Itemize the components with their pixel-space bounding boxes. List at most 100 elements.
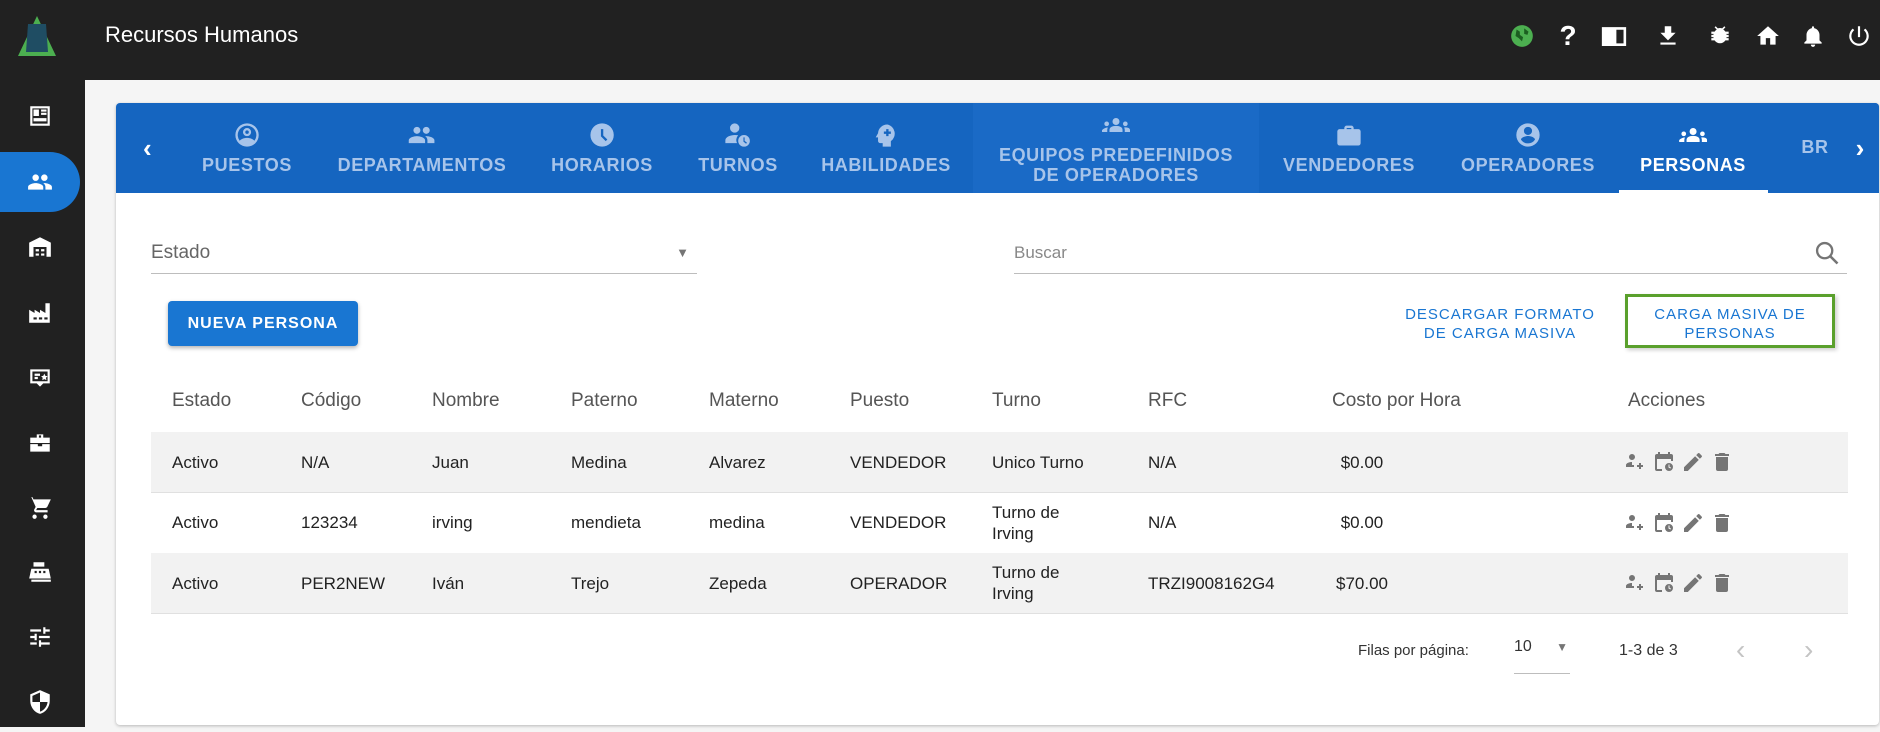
tab-turnos[interactable]: TURNOS [698, 103, 778, 193]
tab-scroll-right-button[interactable]: › [1841, 103, 1879, 193]
download-format-button[interactable]: DESCARGAR FORMATO DE CARGA MASIVA [1405, 306, 1595, 342]
delete-icon[interactable] [1710, 571, 1734, 595]
table-cell: Trejo [571, 573, 610, 593]
table-cell: medina [709, 513, 765, 532]
column-header[interactable]: Nombre [432, 390, 500, 411]
dashboard-icon [30, 106, 50, 126]
bell-icon[interactable] [1799, 22, 1827, 50]
table-cell: Alvarez [709, 452, 766, 472]
delete-icon[interactable] [1710, 511, 1734, 535]
rows-per-page-select[interactable]: 10 ▼ [1514, 638, 1570, 674]
cash-register-icon [29, 562, 51, 582]
tab-operadores[interactable]: OPERADORES [1461, 103, 1595, 193]
tab-label: DEPARTAMENTOS [337, 155, 507, 175]
tab-horarios[interactable]: HORARIOS [551, 103, 653, 193]
tab-personas[interactable]: PERSONAS [1640, 103, 1746, 193]
column-header[interactable]: Código [301, 390, 362, 411]
estado-label: Estado [151, 241, 211, 263]
sidebar-item-briefcase[interactable] [0, 413, 80, 473]
certificate-icon [30, 369, 50, 387]
groups-icon [1102, 118, 1130, 132]
book-icon[interactable] [1600, 22, 1628, 50]
calendar-clock-icon[interactable] [1652, 450, 1676, 474]
table-cell: OPERADOR [850, 573, 948, 593]
calendar-clock-icon[interactable] [1652, 511, 1676, 535]
delete-icon[interactable] [1710, 450, 1734, 474]
pagination-range: 1-3 de 3 [1619, 642, 1678, 659]
column-header[interactable]: Materno [709, 390, 779, 411]
tab-habilidades[interactable]: HABILIDADES [821, 103, 951, 193]
bug-icon[interactable] [1706, 22, 1734, 50]
table-row[interactable]: Activo PER2NEW Iván Trejo Zepeda OPERADOR Turn… [151, 553, 1848, 614]
edit-icon[interactable] [1681, 511, 1705, 535]
people-icon [409, 126, 435, 144]
briefcase-icon [1337, 125, 1361, 146]
assign-person-icon[interactable] [1623, 511, 1647, 535]
table-cell: $0.00 [1340, 513, 1384, 532]
table-cell: VENDEDOR [850, 513, 947, 532]
tab-vendedores[interactable]: VENDEDORES [1283, 103, 1415, 193]
sidebar-item-dashboard[interactable] [0, 86, 80, 146]
table-cell: VENDEDOR [850, 452, 947, 472]
account-circle-icon [235, 123, 259, 147]
top-bar: Recursos Humanos ? [0, 0, 1880, 80]
column-header[interactable]: Puesto [850, 390, 910, 411]
column-header[interactable]: Paterno [571, 390, 638, 411]
tab-departamentos[interactable]: DEPARTAMENTOS [338, 103, 507, 193]
table-row[interactable]: Activo 123234 irving mendieta medina VENDEDOR… [151, 493, 1848, 554]
home-icon[interactable] [1754, 22, 1782, 50]
download-icon[interactable] [1654, 22, 1682, 50]
calendar-clock-icon[interactable] [1652, 571, 1676, 595]
sidebar-item-cart[interactable] [0, 478, 80, 538]
edit-icon[interactable] [1681, 450, 1705, 474]
column-header[interactable]: Turno [992, 390, 1041, 411]
edit-icon[interactable] [1681, 571, 1705, 595]
sidebar-item-badge[interactable] [0, 348, 80, 408]
search-icon[interactable] [1813, 239, 1841, 267]
table-cell: Activo [172, 513, 219, 532]
column-header[interactable]: RFC [1148, 390, 1188, 411]
table-cell: N/A [1148, 452, 1177, 472]
help-icon[interactable]: ? [1559, 20, 1577, 51]
sidebar-item-people[interactable] [0, 152, 80, 212]
new-person-button[interactable]: NUEVA PERSONA [168, 301, 358, 346]
sidebar-item-cash-register[interactable] [0, 542, 80, 602]
bulk-upload-button[interactable]: CARGA MASIVA DE PERSONAS [1625, 294, 1835, 348]
sidebar-item-settings[interactable] [0, 607, 80, 667]
app-logo[interactable] [18, 16, 56, 58]
sidebar-item-warehouse[interactable] [0, 217, 80, 277]
table-cell: mendieta [571, 513, 641, 532]
search-input[interactable]: Buscar [1014, 232, 1847, 274]
previous-page-button[interactable]: ‹ [1736, 634, 1746, 665]
tab-equipos-predefinidos[interactable]: EQUIPOS PREDEFINIDOS DE OPERADORES [973, 103, 1259, 193]
column-header[interactable]: Estado [172, 390, 232, 411]
column-header[interactable]: Costo por Hora [1332, 390, 1461, 411]
tab-label: VENDEDORES [1282, 155, 1416, 175]
brain-icon [875, 124, 895, 147]
tab-label: EQUIPOS PREDEFINIDOS DE OPERADORES [998, 145, 1234, 185]
tab-puestos[interactable]: PUESTOS [202, 103, 292, 193]
assign-person-icon[interactable] [1623, 450, 1647, 474]
toolbox-icon [30, 434, 50, 452]
sidebar-item-factory[interactable] [0, 283, 80, 343]
next-page-button[interactable]: › [1804, 634, 1814, 665]
globe-icon[interactable] [1508, 22, 1536, 50]
groups-icon [1678, 128, 1707, 142]
table-row[interactable]: Activo N/A Juan Medina Alvarez VENDEDOR Unico … [151, 432, 1848, 493]
estado-select[interactable]: Estado ▼ [151, 232, 697, 274]
table-cell: 123234 [301, 513, 358, 532]
tab-scroll-left-button[interactable]: ‹ [143, 133, 152, 163]
search-placeholder: Buscar [1014, 242, 1067, 262]
power-icon[interactable] [1845, 22, 1873, 50]
tab-label: TURNOS [698, 155, 778, 175]
active-tab-indicator [1619, 190, 1768, 193]
column-header[interactable]: Acciones [1628, 390, 1706, 411]
row-actions [1623, 571, 1734, 595]
factory-icon [29, 303, 50, 323]
table-cell: Zepeda [709, 573, 767, 593]
assign-person-icon[interactable] [1623, 571, 1647, 595]
sidebar-item-security[interactable] [0, 672, 80, 732]
table-cell: Turno de Irving [992, 502, 1060, 543]
table-cell: Iván [432, 573, 465, 593]
tab-br-truncated[interactable]: BR [1800, 103, 1830, 193]
